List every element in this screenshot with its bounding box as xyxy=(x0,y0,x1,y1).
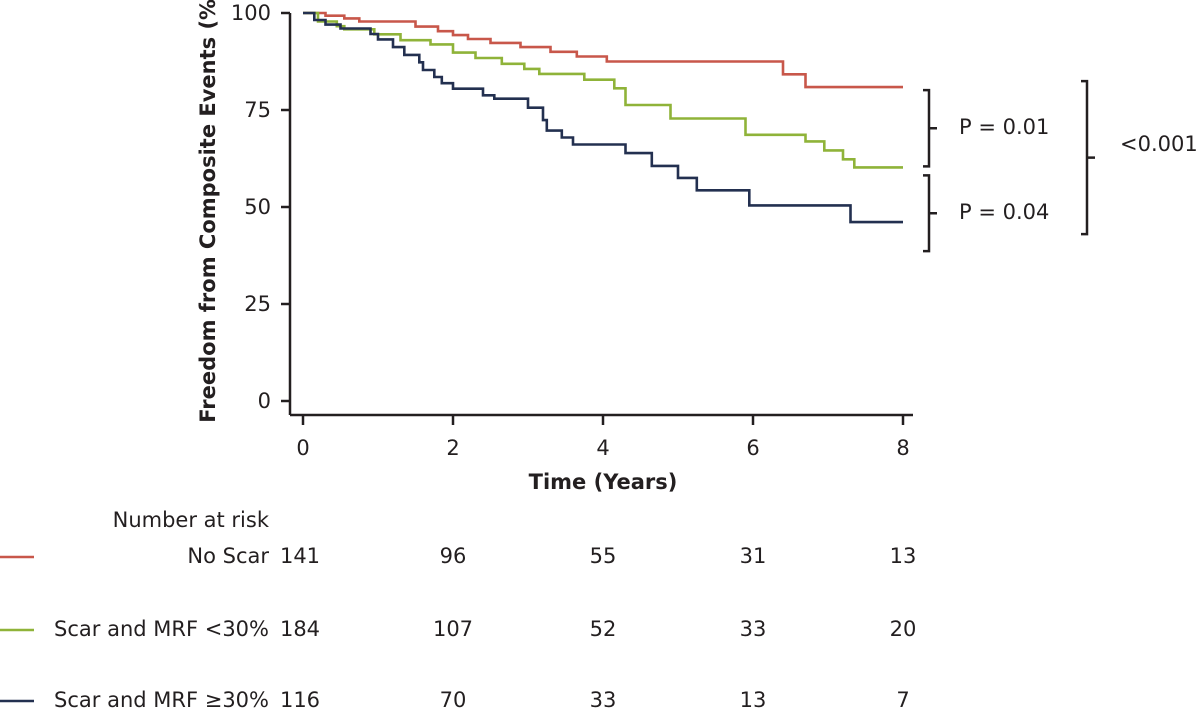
y-tick-label: 50 xyxy=(244,195,271,219)
risk-count: 107 xyxy=(433,617,473,641)
risk-count: 13 xyxy=(890,544,917,568)
risk-count: 141 xyxy=(280,544,320,568)
axes xyxy=(288,13,913,417)
risk-count: 20 xyxy=(890,617,917,641)
risk-count: 52 xyxy=(590,617,617,641)
risk-count: 116 xyxy=(280,688,320,712)
risk-count: 13 xyxy=(740,688,767,712)
bracket-upper xyxy=(923,88,937,168)
x-tick-label: 4 xyxy=(596,436,609,460)
p-value-lower: P = 0.04 xyxy=(959,200,1049,224)
p-value-brackets xyxy=(923,79,1095,253)
x-tick-label: 8 xyxy=(896,436,909,460)
risk-count: 96 xyxy=(440,544,467,568)
risk-count: 184 xyxy=(280,617,320,641)
y-tick-label: 25 xyxy=(244,292,271,316)
risk-count: 33 xyxy=(740,617,767,641)
risk-row-label: No Scar xyxy=(187,544,269,568)
risk-count: 55 xyxy=(590,544,617,568)
risk-count: 7 xyxy=(896,688,909,712)
y-tick-label: 75 xyxy=(244,98,271,122)
series-line-3 xyxy=(303,11,903,224)
risk-count: 70 xyxy=(440,688,467,712)
p-value-overall: <0.001 xyxy=(1120,132,1198,156)
axis-ticks: 0 25 50 75 100 0 2 4 6 8 xyxy=(231,1,910,460)
y-tick-label: 100 xyxy=(231,1,271,25)
series-line-1 xyxy=(303,11,903,89)
x-tick-label: 6 xyxy=(746,436,759,460)
bracket-overall xyxy=(1081,79,1095,236)
x-axis-title: Time (Years) xyxy=(529,470,678,494)
x-tick-label: 0 xyxy=(296,436,309,460)
x-tick-label: 2 xyxy=(446,436,459,460)
risk-row-label: Scar and MRF <30% xyxy=(54,617,269,641)
p-value-upper: P = 0.01 xyxy=(959,115,1049,139)
risk-row-label: Scar and MRF ≥30% xyxy=(54,688,269,712)
risk-count: 33 xyxy=(590,688,617,712)
y-axis-title: Freedom from Composite Events (%) xyxy=(196,0,220,423)
survival-curves xyxy=(303,11,903,224)
risk-count: 31 xyxy=(740,544,767,568)
risk-table-title: Number at risk xyxy=(113,508,270,532)
bracket-lower xyxy=(923,174,937,253)
risk-table: No Scar 141 96 55 31 13 Scar and MRF <30% 184 10… xyxy=(0,544,916,712)
y-tick-label: 0 xyxy=(258,389,271,413)
